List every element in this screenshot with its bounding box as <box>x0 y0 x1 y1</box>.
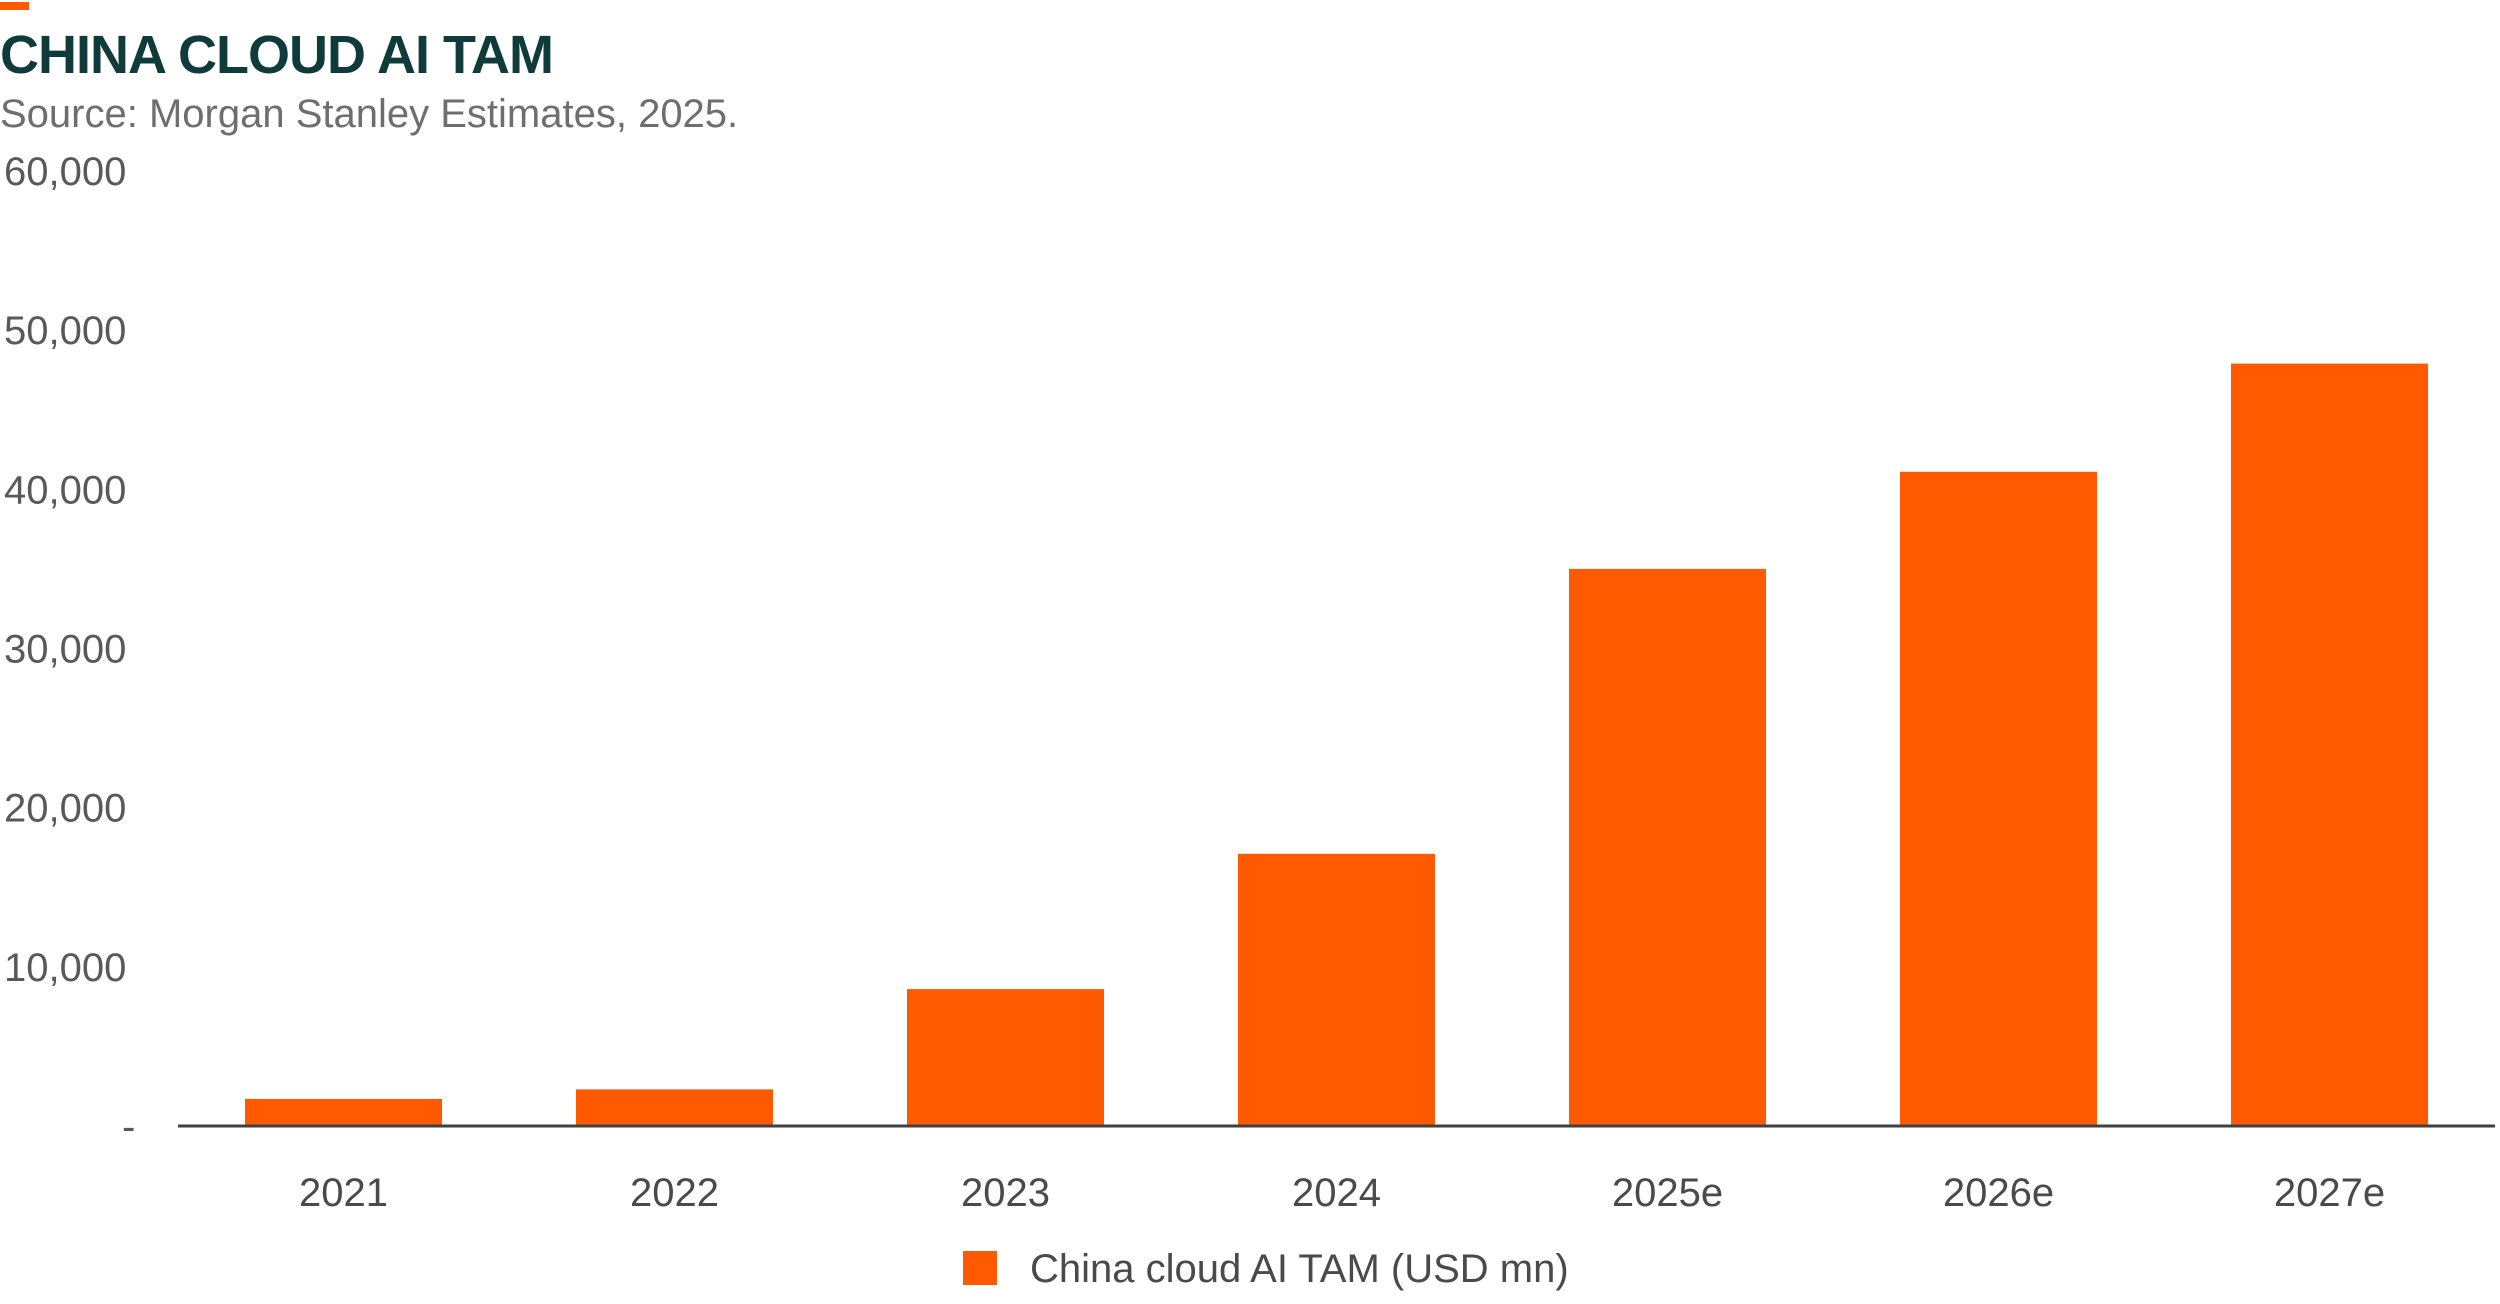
y-tick-label: 30,000 <box>4 628 126 672</box>
bar-2027e <box>2231 363 2428 1126</box>
bar-2025e <box>1569 568 1766 1126</box>
x-tick-label: 2027e <box>2274 1171 2385 1215</box>
legend-swatch <box>963 1251 997 1285</box>
x-tick-label: 2025e <box>1612 1171 1723 1215</box>
x-tick-label: 2026e <box>1943 1171 2054 1215</box>
y-tick-label: 40,000 <box>4 468 126 512</box>
x-tick-label: 2024 <box>1292 1171 1381 1215</box>
bar-2022 <box>576 1089 773 1126</box>
legend-label: China cloud AI TAM (USD mn) <box>1030 1247 1569 1291</box>
bar-2026e <box>1900 471 2097 1126</box>
x-tick-label: 2022 <box>630 1171 719 1215</box>
y-tick-label: 60,000 <box>4 150 126 194</box>
x-tick-label: 2023 <box>961 1171 1050 1215</box>
chart-source: Source: Morgan Stanley Estimates, 2025. <box>0 92 739 136</box>
bar-2024 <box>1238 853 1435 1126</box>
legend: China cloud AI TAM (USD mn) <box>963 1247 1569 1291</box>
x-axis-ticks: 2021 2022 2023 2024 2025e 2026e 2027e <box>299 1171 2385 1215</box>
y-tick-label: - <box>122 1105 135 1149</box>
y-tick-label: 10,000 <box>4 946 126 990</box>
chart-title: CHINA CLOUD AI TAM <box>0 25 554 85</box>
bars <box>245 363 2428 1126</box>
x-tick-label: 2021 <box>299 1171 388 1215</box>
accent-bar <box>0 2 29 10</box>
bar-2023 <box>907 989 1104 1126</box>
y-axis-ticks: - 10,000 20,000 30,000 40,000 50,000 60,000 <box>4 150 135 1149</box>
bar-2021 <box>245 1098 442 1126</box>
y-tick-label: 20,000 <box>4 787 126 831</box>
y-tick-label: 50,000 <box>4 309 126 353</box>
